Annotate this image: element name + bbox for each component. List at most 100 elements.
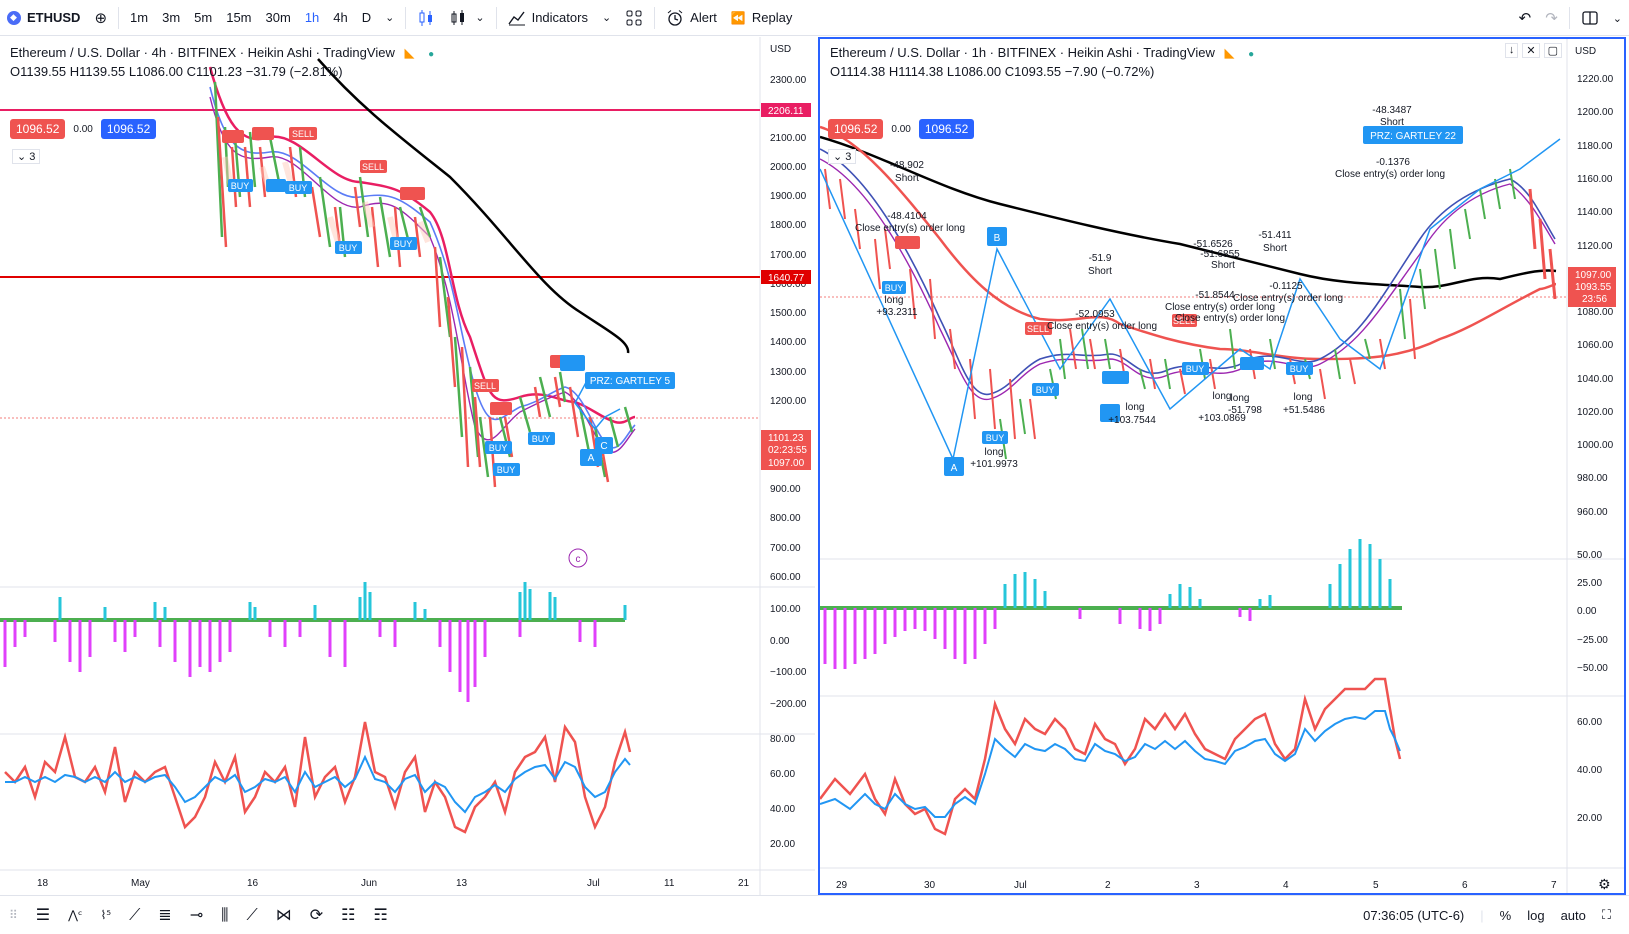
abc-icon[interactable]: ⋀ᶜ xyxy=(68,907,83,922)
right-legend[interactable]: Ethereum / U.S. Dollar · 1h · BITFINEX ·… xyxy=(830,45,1254,61)
fib-icon[interactable]: ≣ xyxy=(158,905,172,924)
interval-label: 1m xyxy=(130,10,149,25)
interval-3m[interactable]: 3m xyxy=(155,0,187,36)
undo-button[interactable]: ↶ xyxy=(1512,0,1539,36)
elliott-wave-icon[interactable]: ⌇⁵ xyxy=(100,907,112,922)
alert-button[interactable]: Alert xyxy=(659,0,724,36)
chevron-down-icon: ⌄ xyxy=(833,151,843,163)
pattern-icon[interactable]: ⋈ xyxy=(275,905,292,924)
clock-label[interactable]: 07:36:05 (UTC-6) xyxy=(1363,907,1465,923)
time-tick: 13 xyxy=(456,878,468,889)
redo-button[interactable]: ↷ xyxy=(1538,0,1565,36)
drag-handle-icon[interactable]: ⠿ xyxy=(9,907,18,922)
annotation: Short xyxy=(1380,117,1404,128)
templates-button[interactable] xyxy=(618,0,650,36)
indicators-dropdown[interactable]: ⌄ xyxy=(595,0,618,36)
support-price-label: 1640.77 xyxy=(768,273,805,284)
vertical-lines-icon[interactable]: ⫼ xyxy=(221,904,229,924)
rsi-tick: 60.00 xyxy=(770,769,795,780)
ohlc-low: L1086.00 xyxy=(128,64,184,79)
status-dot-icon: ● xyxy=(1248,49,1255,60)
harmonic-pattern-right xyxy=(820,138,1561,462)
bottom-right: 07:36:05 (UTC-6) | % log auto ⛶ xyxy=(1355,896,1619,934)
spread-label: 0.00 xyxy=(73,123,93,135)
moving-average-blue xyxy=(820,148,1556,396)
fullscreen-icon[interactable]: ⛶ xyxy=(1601,907,1611,923)
layout-button[interactable] xyxy=(1574,0,1606,36)
time-tick: 11 xyxy=(664,878,675,889)
brush-icon[interactable]: ⟋ xyxy=(129,904,141,924)
sell-price-button[interactable]: 1096.52 xyxy=(10,119,66,139)
status-dot-icon: ● xyxy=(428,49,435,60)
prz-box-right[interactable] xyxy=(1363,126,1463,144)
auto-toggle[interactable]: auto xyxy=(1560,907,1586,923)
time-tick: May xyxy=(131,878,150,889)
buy-price-button[interactable]: 1096.52 xyxy=(100,119,157,139)
left-chart-canvas[interactable]: SELL SELL BUY BUY BUY BUY SELL BUY BUY B… xyxy=(0,37,815,895)
spread-label: 0.00 xyxy=(891,123,911,135)
percent-toggle[interactable]: % xyxy=(1499,907,1512,923)
annotation: long xyxy=(1126,402,1145,413)
interval-1m[interactable]: 1m xyxy=(123,0,155,36)
left-chart-pane[interactable]: SELL SELL BUY BUY BUY BUY SELL BUY BUY B… xyxy=(0,37,815,895)
close-icon[interactable]: ✕ xyxy=(1522,43,1540,58)
settings-gear-icon[interactable]: ⚙ xyxy=(1598,876,1611,892)
divider xyxy=(495,6,497,29)
list-icon[interactable]: ☷ xyxy=(341,905,356,924)
price-tick: 1080.00 xyxy=(1577,307,1614,318)
layout-dropdown[interactable]: ⌄ xyxy=(1606,0,1629,36)
bottom-toolbar: ⠿ ☰ ⋀ᶜ ⌇⁵ ⟋ ≣ ⊸ ⫼ ⟋ ⋈ ⟳ ☷ ☶ 07:36:05 (UT… xyxy=(0,895,1629,933)
left-indicator-toggle[interactable]: ⌄ 3 xyxy=(12,149,41,164)
left-rsi xyxy=(4,721,632,834)
right-chart-pane[interactable]: A B BUY BUY BUY BUY BUY SELL SELL -48.90… xyxy=(818,37,1626,895)
right-indicator-toggle[interactable]: ⌄ 3 xyxy=(828,149,857,164)
settings-list-icon[interactable]: ☶ xyxy=(373,905,388,924)
price-tick: 1000.00 xyxy=(1577,440,1614,451)
divider xyxy=(1568,7,1570,29)
interval-dropdown[interactable]: ⌄ xyxy=(378,0,401,36)
right-time-axis[interactable]: 29 30 Jul 2 3 4 5 6 7 xyxy=(836,880,1557,891)
trend-line-icon[interactable]: ⟋ xyxy=(246,904,258,924)
moving-average-purple xyxy=(820,158,1556,401)
price-tick: 1140.00 xyxy=(1577,207,1613,218)
annotation: Close entry(s) order long xyxy=(1335,169,1445,180)
buy-label: BUY xyxy=(231,181,250,191)
maximize-icon[interactable]: ▢ xyxy=(1543,43,1562,58)
countdown-label: 23:56 xyxy=(1582,294,1607,305)
menu-lines-icon[interactable]: ☰ xyxy=(35,905,51,924)
right-price-axis[interactable]: USD 1220.00 1200.00 1180.00 1160.00 1140… xyxy=(1568,46,1616,824)
annotation: -51.6855 xyxy=(1200,249,1240,260)
indicators-button[interactable]: Indicators xyxy=(501,0,595,36)
left-price-axis[interactable]: USD 2300.00 2100.00 2000.00 1900.00 1800… xyxy=(761,44,811,850)
log-toggle[interactable]: log xyxy=(1527,907,1545,923)
c-point-marker[interactable] xyxy=(568,548,588,568)
move-down-icon[interactable]: ↓ xyxy=(1504,43,1519,58)
bar-style-button[interactable]: ⌄ xyxy=(442,0,491,36)
compare-button[interactable]: ⊕ xyxy=(87,0,114,36)
interval-d[interactable]: D xyxy=(355,0,378,36)
left-legend[interactable]: Ethereum / U.S. Dollar · 4h · BITFINEX ·… xyxy=(10,45,434,61)
buy-label: BUY xyxy=(1186,364,1205,374)
interval-1h[interactable]: 1h xyxy=(298,0,326,36)
left-time-axis[interactable]: 18 May 16 Jun 13 Jul 11 21 xyxy=(37,878,750,889)
osc-tick: 100.00 xyxy=(770,604,801,615)
prz-box-left[interactable] xyxy=(585,372,675,389)
symbol-search[interactable]: ETHUSD xyxy=(0,0,87,36)
interval-4h[interactable]: 4h xyxy=(326,0,354,36)
annotation: -51.6526 xyxy=(1193,239,1233,250)
sell-price-button[interactable]: 1096.52 xyxy=(828,119,884,139)
replay-button[interactable]: ⏪ Replay xyxy=(724,0,799,36)
cycle-icon[interactable]: ⟳ xyxy=(309,905,324,924)
annotation: Short xyxy=(895,173,919,184)
divider xyxy=(654,6,656,29)
interval-30m[interactable]: 30m xyxy=(259,0,298,36)
price-tick: 1220.00 xyxy=(1577,74,1614,85)
price-tick: 960.00 xyxy=(1577,507,1608,518)
buy-price-button[interactable]: 1096.52 xyxy=(918,119,975,139)
interval-5m[interactable]: 5m xyxy=(187,0,219,36)
interval-15m[interactable]: 15m xyxy=(219,0,258,36)
right-chart-canvas[interactable]: A B BUY BUY BUY BUY BUY SELL SELL -48.90… xyxy=(820,39,1624,893)
chart-type-button[interactable] xyxy=(410,0,442,36)
price-tick: 2300.00 xyxy=(770,75,807,86)
horizontal-line-icon[interactable]: ⊸ xyxy=(189,905,204,924)
